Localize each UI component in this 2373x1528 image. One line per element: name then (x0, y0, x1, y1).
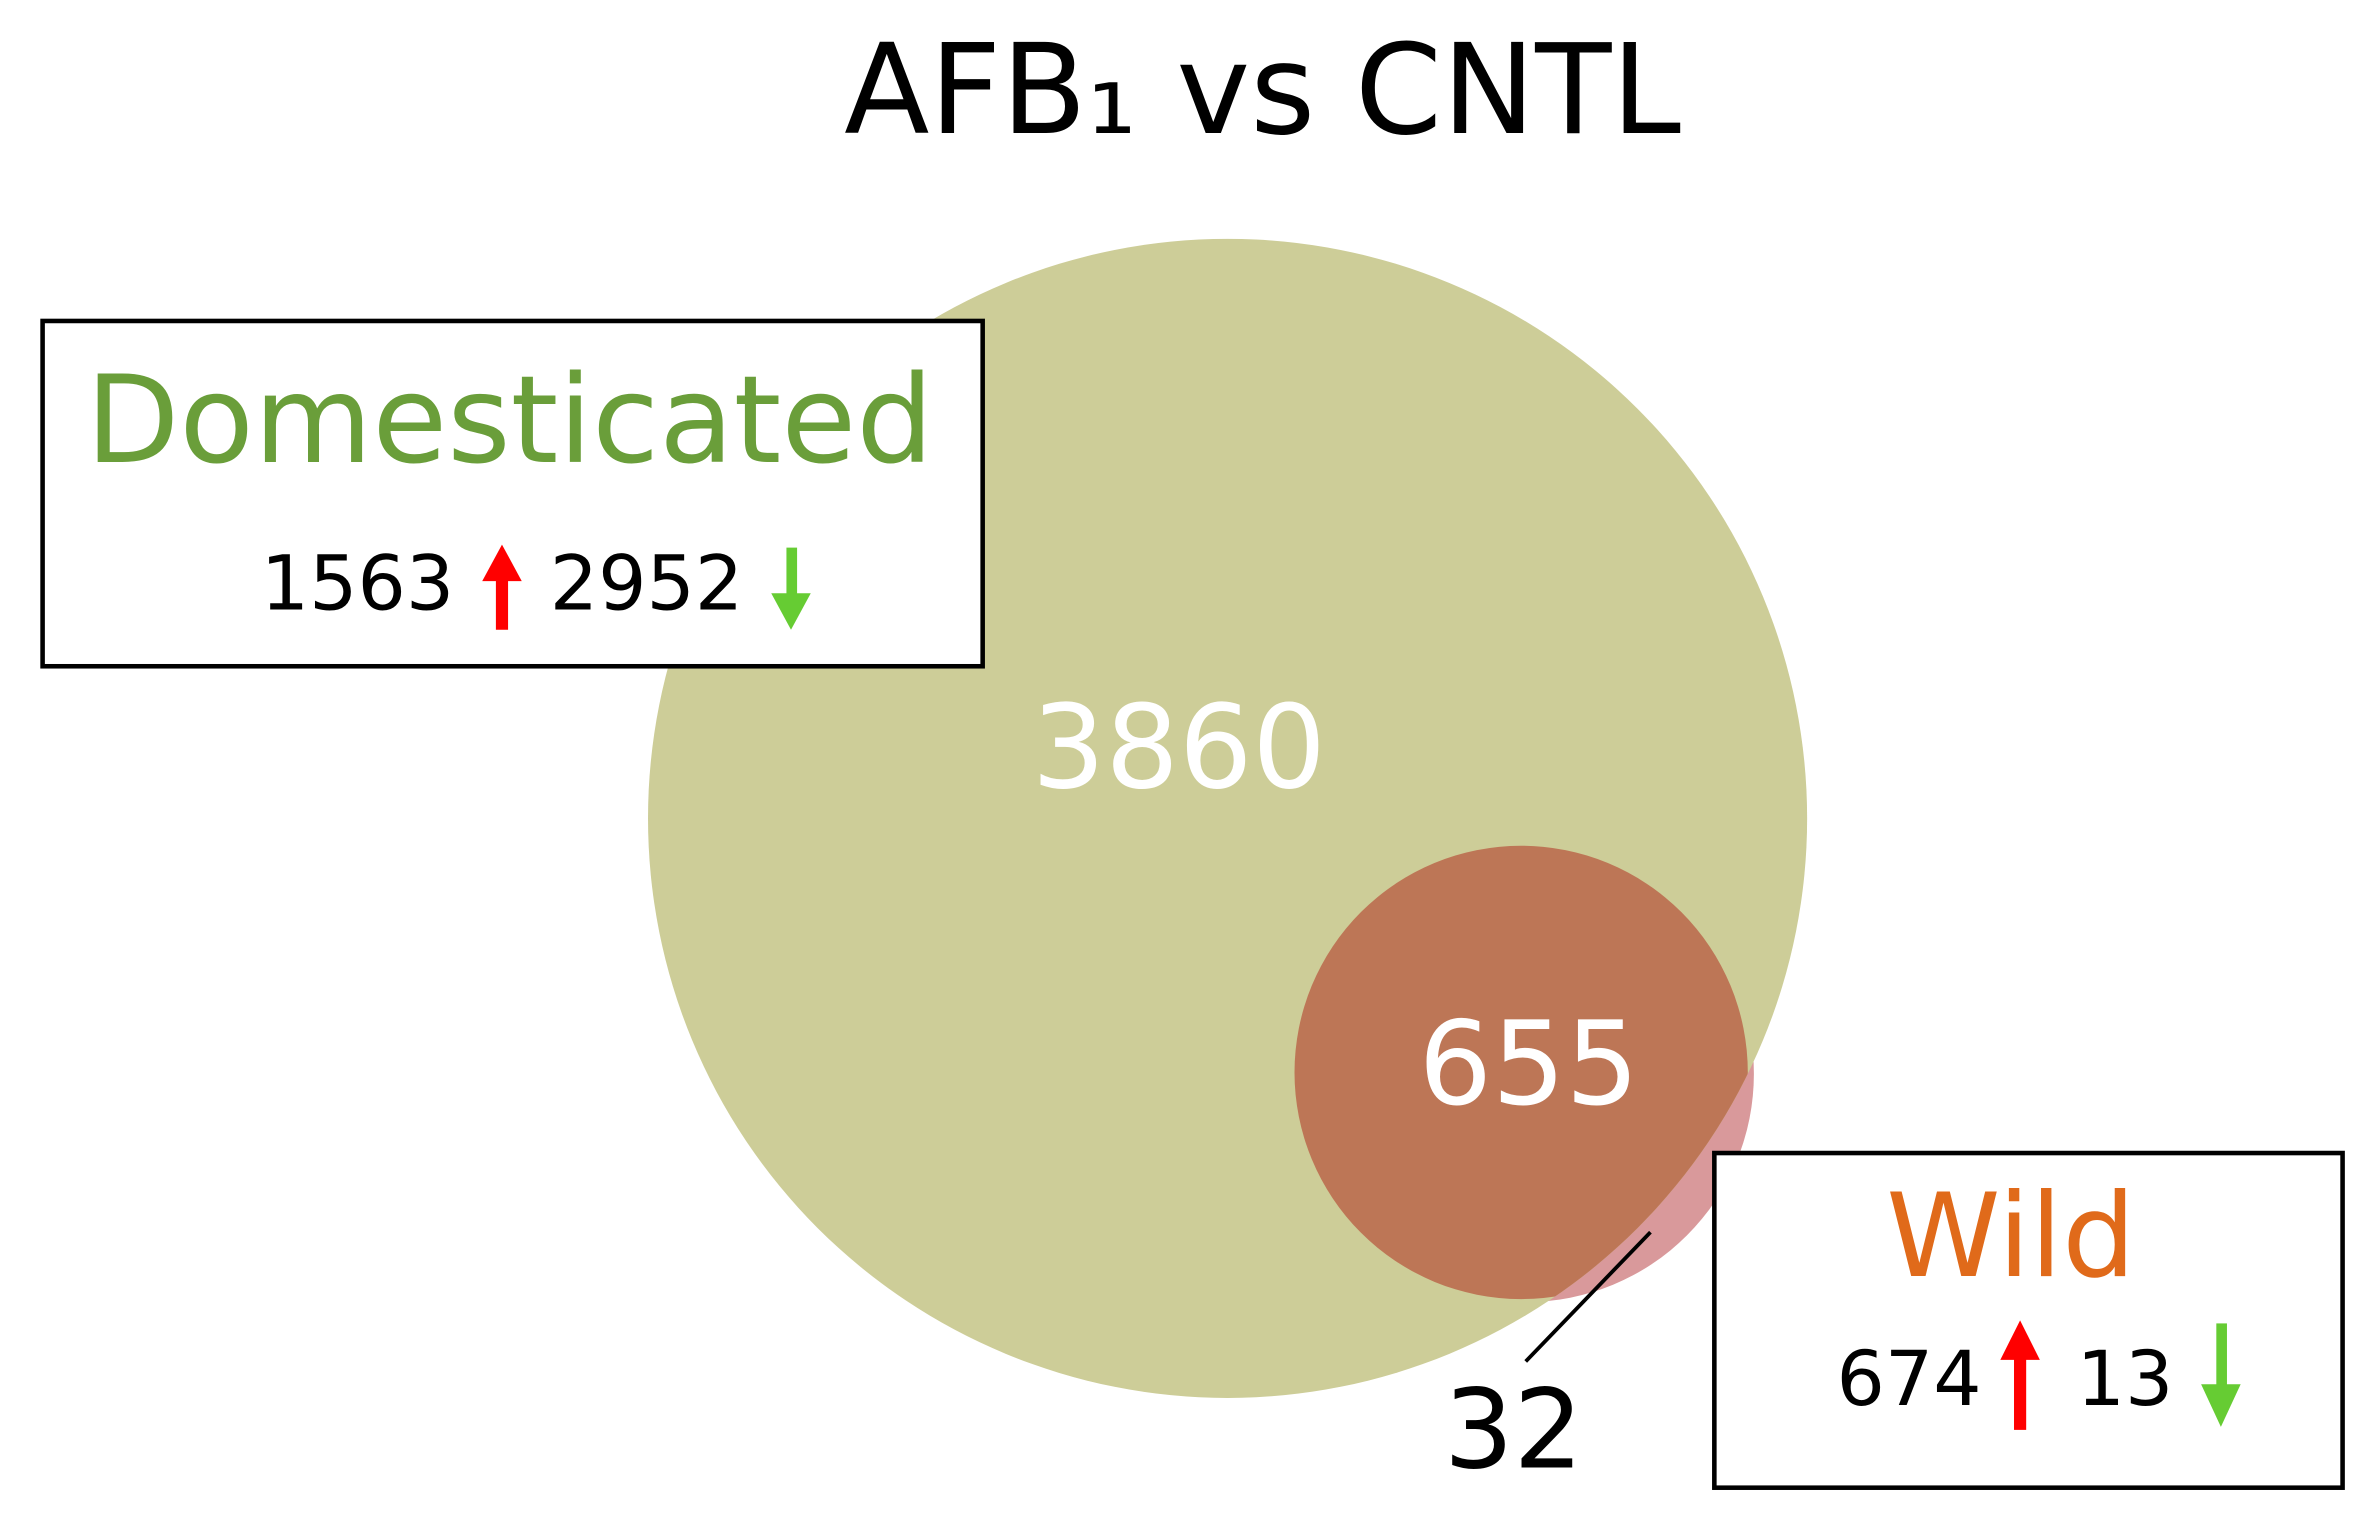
leader-line (1524, 1230, 1652, 1363)
wild-only-count: 32 (1444, 1365, 1583, 1493)
down-arrow (2201, 1323, 2241, 1427)
set-name: Wild (1886, 1170, 2135, 1304)
domesticated-box (40, 318, 985, 669)
down-count: 13 (2077, 1334, 2174, 1423)
up-arrow (2000, 1320, 2040, 1430)
set-name: Domesticated (86, 349, 934, 491)
down-count: 2952 (550, 539, 744, 628)
wild-box (1712, 1150, 2345, 1490)
overlap-region (1294, 845, 1748, 1300)
up-count: 674 (1836, 1334, 1981, 1423)
up-count: 1563 (261, 539, 455, 628)
overlap-count: 655 (1418, 998, 1639, 1132)
down-arrow (771, 547, 811, 630)
domesticated-only-count: 3860 (1032, 682, 1326, 816)
title: AFB₁ vs CNTL (844, 18, 1681, 163)
up-arrow (482, 544, 522, 630)
